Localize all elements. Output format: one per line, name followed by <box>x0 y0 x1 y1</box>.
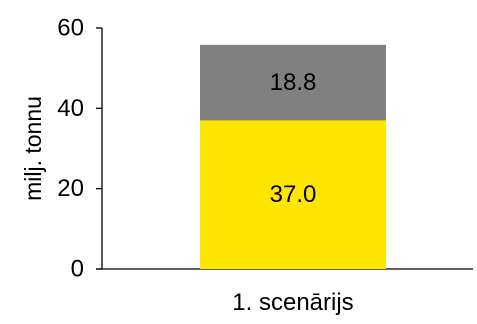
y-tick-label: 0 <box>71 256 84 283</box>
bar-value-label: 18.8 <box>270 69 317 96</box>
bars <box>200 44 386 269</box>
bar-segment <box>200 44 386 121</box>
y-axis: 0 20 40 60 <box>57 15 103 283</box>
x-axis: 1. scenārijs <box>96 268 473 316</box>
x-tick-label: 1. scenārijs <box>232 289 353 316</box>
bar-value-label: 37.0 <box>270 181 317 208</box>
y-axis-title: milj. tonnu <box>20 96 46 201</box>
bar-segment <box>200 120 386 269</box>
y-tick-label: 40 <box>57 95 84 122</box>
y-tick-label: 60 <box>57 15 84 42</box>
y-tick-label: 20 <box>57 175 84 202</box>
data-labels: 37.0 18.8 <box>270 69 317 208</box>
